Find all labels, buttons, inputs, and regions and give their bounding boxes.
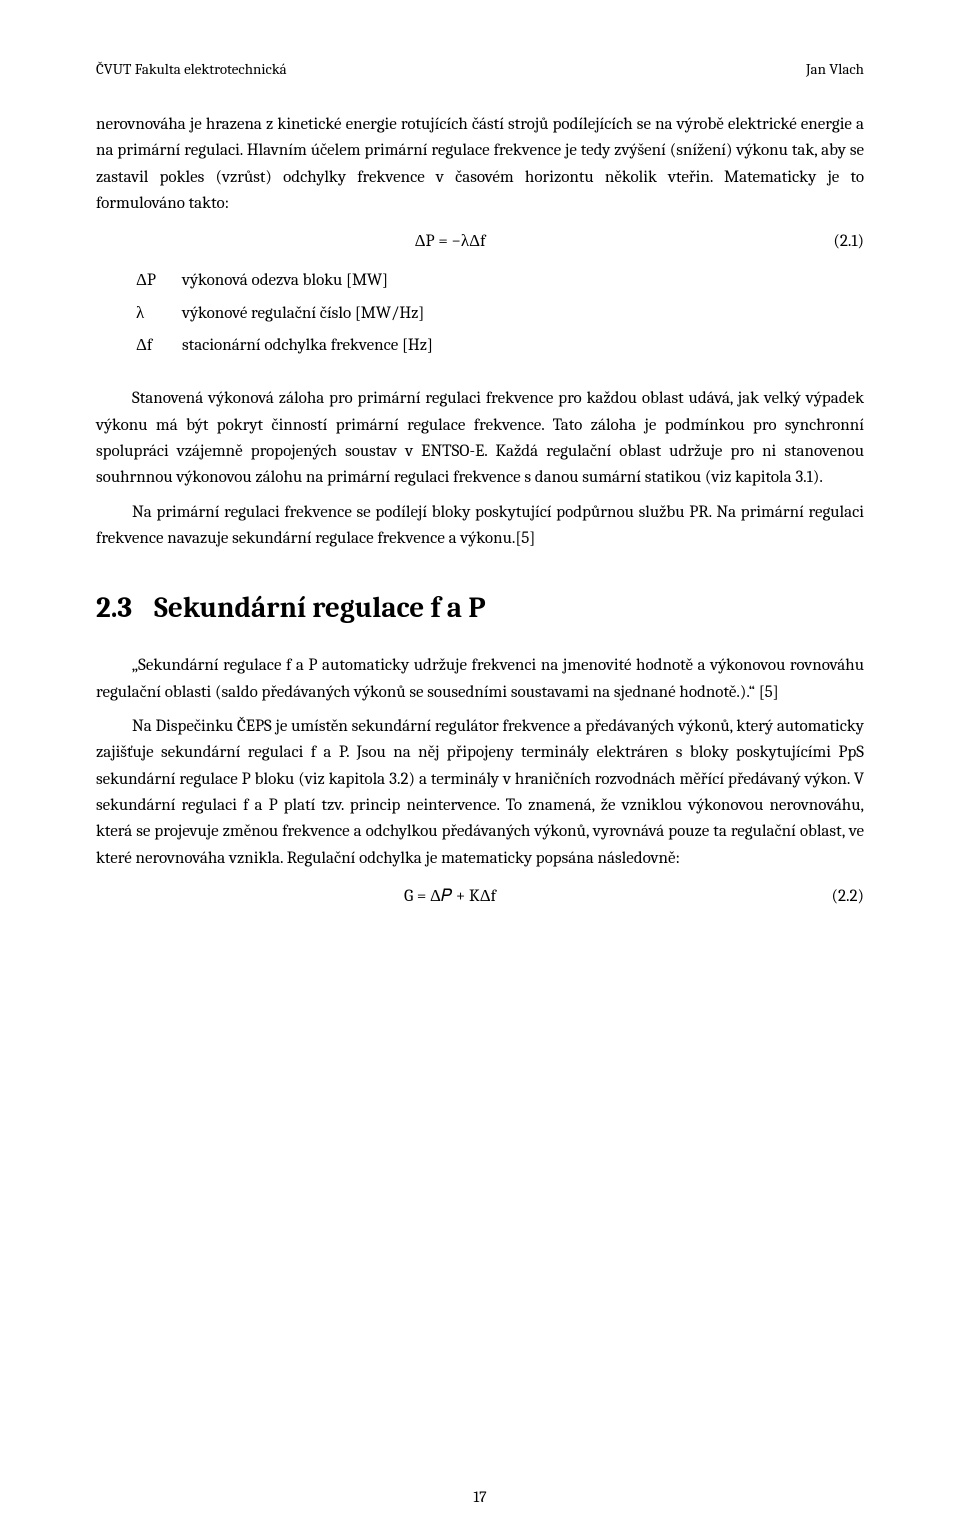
equation-1-num: (2.1) xyxy=(804,232,864,251)
runhead-right: Jan Vlach xyxy=(806,60,864,78)
equation-2-expr: G = Δ𝑃 + KΔf xyxy=(96,886,804,906)
page-number: 17 xyxy=(0,1488,960,1506)
paragraph-5: Na Dispečinku ČEPS je umístěn sekundární… xyxy=(96,714,864,872)
definition-text: stacionární odchylka frekvence [Hz] xyxy=(182,330,864,362)
paragraph-2: Stanovená výkonová záloha pro primární r… xyxy=(96,386,864,491)
definition-row: ΔP výkonová odezva bloku [MW] xyxy=(136,265,864,297)
definition-row: Δf stacionární odchylka frekvence [Hz] xyxy=(136,330,864,362)
paragraph-4: „Sekundární regulace f a P automaticky u… xyxy=(96,653,864,706)
page: ČVUT Fakulta elektrotechnická Jan Vlach … xyxy=(0,0,960,1536)
definition-text: výkonové regulační číslo [MW/Hz] xyxy=(182,298,864,330)
definition-list: ΔP výkonová odezva bloku [MW] λ výkonové… xyxy=(136,265,864,362)
runhead-left: ČVUT Fakulta elektrotechnická xyxy=(96,60,287,78)
equation-2-num: (2.2) xyxy=(804,887,864,906)
section-title: Sekundární regulace f a P xyxy=(154,592,485,625)
running-head: ČVUT Fakulta elektrotechnická Jan Vlach xyxy=(96,60,864,78)
equation-1-expr: ΔP = −λΔf xyxy=(96,231,804,251)
section-heading: 2.3 Sekundární regulace f a P xyxy=(96,592,864,625)
paragraph-1: nerovnováha je hrazena z kinetické energ… xyxy=(96,112,864,217)
equation-2: G = Δ𝑃 + KΔf (2.2) xyxy=(96,886,864,906)
equation-1: ΔP = −λΔf (2.1) xyxy=(96,231,864,251)
section-number: 2.3 xyxy=(96,592,132,625)
definition-row: λ výkonové regulační číslo [MW/Hz] xyxy=(136,298,864,330)
definition-symbol: λ xyxy=(136,298,182,330)
definition-symbol: Δf xyxy=(136,330,182,362)
paragraph-3: Na primární regulaci frekvence se podíle… xyxy=(96,500,864,553)
definition-text: výkonová odezva bloku [MW] xyxy=(182,265,864,297)
definition-symbol: ΔP xyxy=(136,265,182,297)
